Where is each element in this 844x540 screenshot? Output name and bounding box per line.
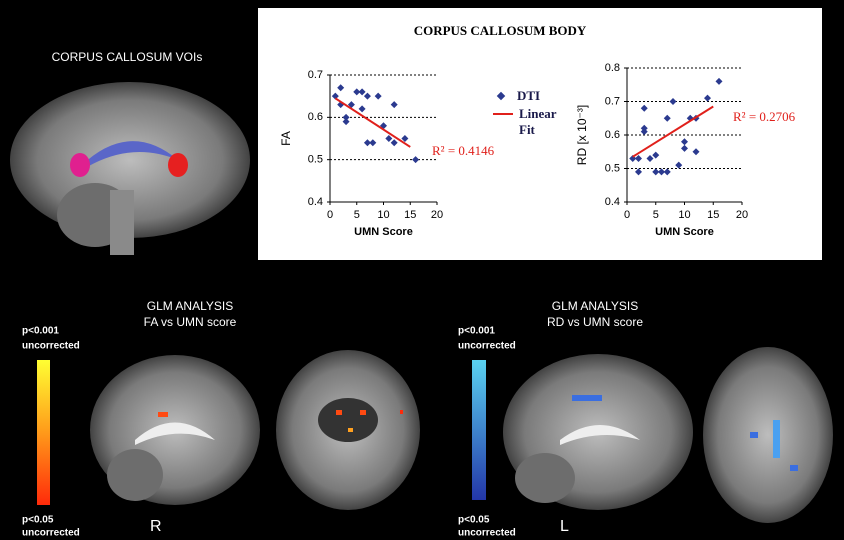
figure: CORPUS CALLOSUM VOIs CORPUS CALLOSUM BOD… [0, 0, 844, 540]
p-low-note: uncorrected [458, 528, 516, 539]
p-low-note: uncorrected [22, 528, 80, 539]
x-tick-label: 5 [653, 209, 659, 221]
x-tick-label: 10 [377, 209, 389, 221]
p-low: p<0.05 [22, 515, 54, 526]
y-tick-label: 0.6 [308, 111, 323, 123]
x-tick-label: 20 [736, 209, 748, 221]
x-tick-label: 0 [624, 209, 630, 221]
y-tick-label: 0.4 [308, 196, 323, 208]
x-tick-label: 15 [707, 209, 719, 221]
legend-label: Linear Fit [519, 106, 556, 138]
x-tick-label: 15 [404, 209, 416, 221]
brain-sagittal-rd [503, 354, 693, 510]
x-axis-label: UMN Score [354, 226, 413, 238]
colorbar [37, 360, 50, 505]
y-axis-label: RD [x 10⁻³] [575, 105, 589, 165]
p-high-note: uncorrected [22, 341, 80, 352]
glm-subtitle: FA vs UMN score [144, 315, 237, 329]
voi-title: CORPUS CALLOSUM VOIs [52, 50, 203, 64]
x-tick-label: 20 [431, 209, 443, 221]
legend-key [493, 113, 513, 115]
glm-subtitle: RD vs UMN score [547, 315, 643, 329]
p-high: p<0.001 [458, 326, 495, 337]
y-tick-label: 0.4 [605, 196, 620, 208]
p-high: p<0.001 [22, 326, 59, 337]
y-tick-label: 0.5 [605, 162, 620, 174]
fit-annotation: R² = 0.2706 [733, 109, 796, 124]
x-tick-label: 5 [354, 209, 360, 221]
y-tick-label: 0.8 [605, 62, 620, 74]
legend-label: DTI [517, 88, 540, 104]
y-tick-label: 0.5 [308, 154, 323, 166]
p-high-note: uncorrected [458, 341, 516, 352]
y-tick-label: 0.7 [308, 69, 323, 81]
y-tick-label: 0.6 [605, 129, 620, 141]
x-tick-label: 10 [678, 209, 690, 221]
colorbar [472, 360, 486, 500]
legend: DTI Linear Fit [493, 88, 549, 140]
side-label: R [150, 518, 162, 535]
y-tick-label: 0.7 [605, 95, 620, 107]
brain-sagittal-fa [90, 355, 260, 505]
p-low: p<0.05 [458, 515, 490, 526]
brain-coronal-fa [276, 350, 420, 510]
y-axis-label: FA [279, 131, 293, 146]
side-label: L [560, 518, 569, 535]
legend-key [497, 92, 505, 100]
x-axis-label: UMN Score [655, 226, 714, 238]
x-tick-label: 0 [327, 209, 333, 221]
legend-entry: DTI [493, 88, 549, 104]
fit-annotation: R² = 0.4146 [432, 143, 495, 158]
brain-axial-rd [703, 347, 833, 523]
glm-title: GLM ANALYSIS [147, 299, 233, 313]
chart-title: CORPUS CALLOSUM BODY [414, 23, 587, 38]
glm-title: GLM ANALYSIS [552, 299, 638, 313]
legend-entry: Linear Fit [493, 106, 549, 138]
